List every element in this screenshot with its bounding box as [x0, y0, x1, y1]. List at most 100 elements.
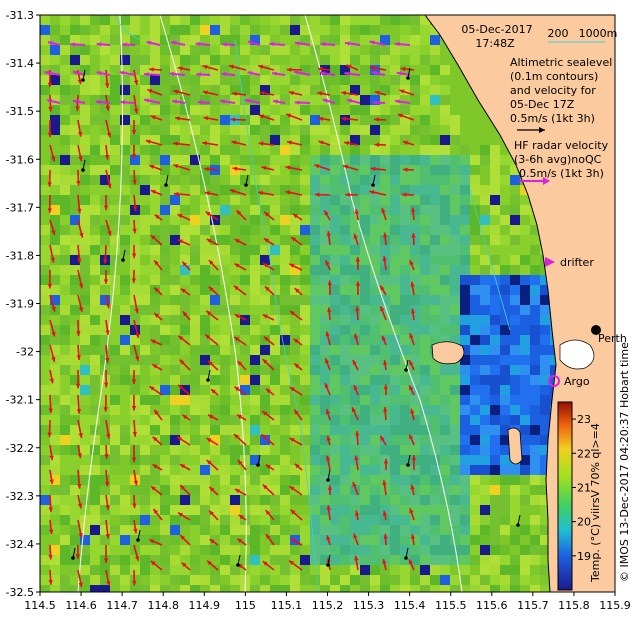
sst-cell [80, 165, 90, 175]
sst-cell [380, 545, 390, 555]
sst-cell [540, 545, 550, 555]
sst-cell [170, 235, 180, 245]
sst-cell [540, 465, 550, 475]
sst-cell [100, 105, 110, 115]
velocity-arrowhead [354, 510, 360, 516]
sst-cell [270, 515, 280, 525]
sst-cell [130, 25, 140, 35]
sst-cell [150, 115, 160, 125]
sst-cell [140, 215, 150, 225]
sst-cell [370, 105, 380, 115]
sst-cell [40, 105, 50, 115]
sst-cell [450, 405, 460, 415]
sst-cell [470, 365, 480, 375]
sst-cell [250, 405, 260, 415]
sst-cell [320, 325, 330, 335]
sst-cell [190, 35, 200, 45]
sst-cell [80, 85, 90, 95]
sst-cell [440, 295, 450, 305]
velocity-arrowhead [244, 98, 250, 103]
sst-cell [340, 555, 350, 565]
sst-cell [160, 305, 170, 315]
sst-cell [230, 505, 240, 515]
velocity-arrowhead [327, 280, 332, 286]
sst-cell [60, 475, 70, 485]
sst-cell [280, 195, 290, 205]
sst-cell [100, 445, 110, 455]
sst-cell [80, 565, 90, 575]
sst-cell [270, 35, 280, 45]
sst-cell [300, 465, 310, 475]
sst-cell [420, 445, 430, 455]
sst-cell [420, 395, 430, 405]
velocity-arrowhead [179, 359, 185, 365]
sst-cell [90, 105, 100, 115]
sst-cell [370, 365, 380, 375]
sst-cell [320, 405, 330, 415]
sst-cell [360, 315, 370, 325]
velocity-arrowhead [48, 580, 53, 585]
velocity-arrowhead [289, 486, 295, 491]
y-tick-label: -32.3 [6, 490, 34, 503]
sst-cell [380, 515, 390, 525]
sst-cell [450, 125, 460, 135]
sst-cell [210, 35, 220, 45]
sst-cell [50, 115, 60, 125]
sst-cell [60, 325, 70, 335]
sst-cell [120, 455, 130, 465]
sst-cell [380, 335, 390, 345]
sst-cell [520, 555, 530, 565]
sst-cell [120, 325, 130, 335]
velocity-arrowhead [177, 436, 183, 442]
sst-cell [220, 25, 230, 35]
sst-cell [370, 325, 380, 335]
sst-cell [520, 255, 530, 265]
sst-cell [370, 405, 380, 415]
sst-cell [410, 155, 420, 165]
sst-cell [290, 305, 300, 315]
sst-cell [300, 205, 310, 215]
sst-cell [210, 495, 220, 505]
velocity-arrowhead [294, 41, 300, 46]
sst-cell [180, 555, 190, 565]
sst-cell [480, 475, 490, 485]
sst-cell [50, 135, 60, 145]
sst-cell [170, 495, 180, 505]
sst-cell [270, 55, 280, 65]
velocity-arrowhead [51, 156, 56, 162]
sst-cell [160, 265, 170, 275]
sst-cell [420, 55, 430, 65]
sst-cell [350, 475, 360, 485]
velocity-arrowhead [135, 333, 140, 339]
sst-cell [180, 55, 190, 65]
sst-cell [270, 175, 280, 185]
sst-cell [190, 575, 200, 585]
sst-cell [160, 75, 170, 85]
sst-cell [420, 555, 430, 565]
velocity-arrowhead [410, 408, 415, 414]
sst-cell [430, 185, 440, 195]
sst-cell [70, 35, 80, 45]
sst-cell [80, 125, 90, 135]
sst-cell [340, 145, 350, 155]
velocity-arrowhead [294, 363, 300, 369]
sst-cell [530, 245, 540, 255]
sst-cell [350, 145, 360, 155]
drifter-position [406, 463, 410, 467]
sst-cell [200, 585, 210, 592]
sst-cell [190, 195, 200, 205]
sst-cell [80, 585, 90, 592]
sst-cell [50, 385, 60, 395]
sst-cell [300, 515, 310, 525]
sst-cell [100, 125, 110, 135]
sst-cell [490, 525, 500, 535]
sst-cell [130, 75, 140, 85]
sst-cell [180, 125, 190, 135]
sst-cell [80, 195, 90, 205]
sst-cell [290, 345, 300, 355]
sst-cell [120, 535, 130, 545]
sst-cell [80, 215, 90, 225]
sst-cell [370, 375, 380, 385]
sst-cell [420, 435, 430, 445]
sst-cell [160, 175, 170, 185]
